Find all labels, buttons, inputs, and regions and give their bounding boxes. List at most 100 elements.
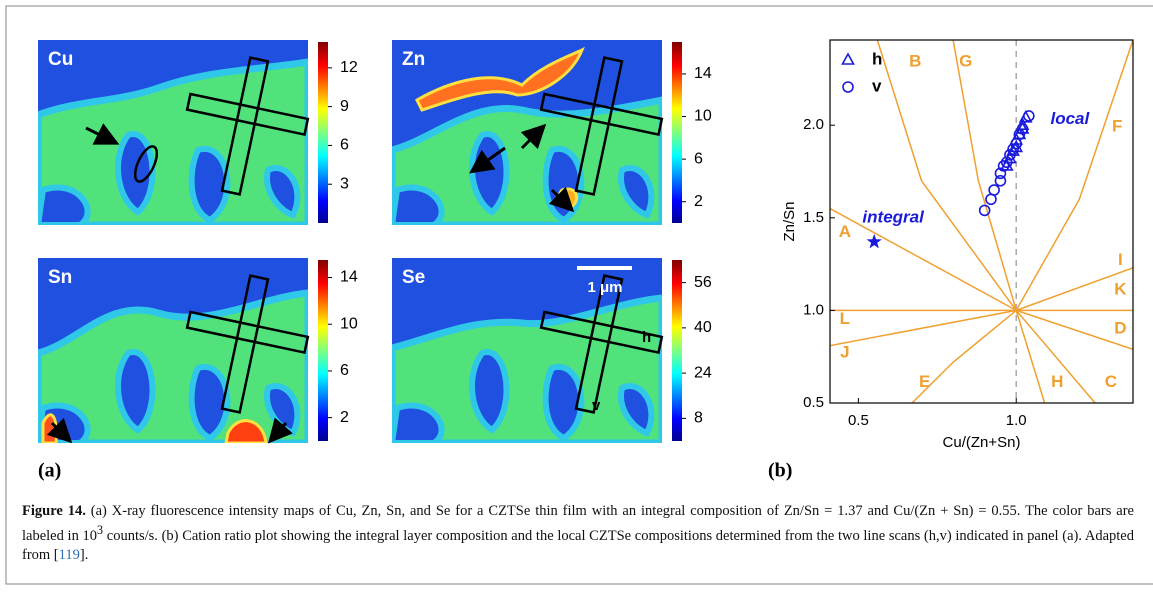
colorbar-tick-label: 2: [694, 193, 703, 210]
map-element-label: Se: [402, 267, 425, 288]
region-label: J: [840, 342, 849, 361]
caption-text: (a) X-ray fluorescence intensity maps of…: [22, 503, 1134, 544]
map-element-label: Sn: [48, 267, 72, 288]
boundary-line: [1015, 267, 1133, 312]
panel-label: (a): [38, 460, 61, 482]
boundary-line: [1015, 309, 1096, 403]
colorbar-tick-label: 12: [340, 59, 358, 76]
legend-label: v: [872, 76, 882, 95]
region-label: I: [1118, 250, 1123, 269]
scale-bar-label: 1 μm: [587, 279, 622, 296]
colorbar-tick-label: 6: [340, 362, 349, 379]
xrf-map: Zn: [392, 40, 664, 225]
marker-ellipse: [133, 145, 159, 183]
colorbar: [672, 42, 682, 223]
region-label: B: [909, 52, 921, 71]
arrow: [268, 417, 293, 444]
map-region: [264, 165, 301, 219]
data-point: [997, 160, 1010, 172]
scan-line: [539, 92, 664, 137]
map-region: [114, 349, 156, 434]
colorbar-tick-label: 3: [340, 175, 349, 192]
reference-link[interactable]: 119: [58, 546, 80, 563]
data-point: [988, 184, 1000, 196]
x-axis-label: Cu/(Zn+Sn): [943, 434, 1021, 451]
x-tick-label: 0.5: [848, 412, 869, 429]
scan-label: h: [642, 329, 651, 346]
integral-point: [866, 233, 882, 249]
colorbar-tick-label: 10: [694, 108, 712, 125]
colorbar-tick-label: 6: [694, 150, 703, 167]
colorbar-tick-label: 14: [340, 269, 358, 286]
colorbar: [318, 42, 328, 223]
data-point: [1015, 121, 1030, 134]
scan-cross: [539, 274, 664, 414]
boundary-line: [830, 309, 1017, 347]
colorbar-tick-label: 56: [694, 274, 712, 291]
y-tick-label: 1.0: [803, 301, 824, 318]
data-point: [1004, 149, 1016, 161]
data-point: [1009, 139, 1024, 153]
region-label: E: [919, 372, 930, 391]
arrow: [85, 123, 120, 145]
annotation: integral: [862, 207, 925, 226]
map-hotspot: [224, 419, 268, 443]
scan-cross: [185, 274, 310, 414]
colorbar-tick-label: 14: [694, 65, 712, 82]
region-label: A: [839, 222, 851, 241]
y-tick-label: 1.5: [803, 209, 824, 226]
scan-line: [574, 56, 624, 196]
map-image: [392, 40, 662, 225]
map-region: [188, 363, 231, 442]
data-point: [1018, 110, 1033, 123]
scan-line: [220, 56, 270, 196]
colorbar-tick-label: 40: [694, 319, 712, 336]
xrf-map: Cu: [38, 40, 310, 225]
colorbar: [672, 260, 682, 441]
map-region: [618, 383, 655, 437]
legend-marker: [842, 81, 854, 93]
colorbar-tick-label: 9: [340, 98, 349, 115]
plot-frame: [829, 39, 1134, 404]
scan-line: [574, 274, 624, 414]
data-point: [1013, 128, 1026, 141]
boundary-line: [876, 40, 1017, 311]
xrf-map: Se 1 μm h v: [392, 258, 664, 443]
region-label: G: [959, 52, 972, 71]
data-point: [994, 174, 1007, 187]
region-label: K: [1114, 280, 1127, 299]
arrow: [520, 123, 547, 150]
caption-label: Figure 14.: [22, 503, 86, 519]
colorbar-tick-label: 2: [340, 409, 349, 426]
y-axis-label: Zn/Sn: [781, 201, 798, 241]
annotation: local: [1051, 109, 1091, 128]
scan-line: [539, 310, 664, 355]
colorbar: [318, 260, 328, 441]
region-label: H: [1051, 372, 1063, 391]
legend-marker: [841, 52, 855, 65]
figure-frame: [5, 5, 1153, 585]
caption-text: ].: [79, 546, 89, 563]
map-image: [38, 40, 308, 225]
plot-area: [830, 40, 1133, 403]
legend-label: h: [872, 49, 882, 68]
map-element-label: Zn: [402, 49, 425, 70]
x-tick-label: 1.0: [1006, 412, 1027, 429]
caption-text: counts/s. (b) Cation ratio plot showing …: [22, 527, 1134, 563]
data-point: [1016, 123, 1029, 135]
boundary-line: [952, 40, 1017, 311]
map-hotspot: [415, 46, 585, 112]
map-region: [468, 131, 510, 216]
arrow: [548, 186, 575, 213]
data-point: [1007, 143, 1019, 156]
map-region: [468, 349, 510, 434]
boundary-line: [911, 309, 1017, 403]
region-label: L: [840, 309, 850, 328]
data-point: [994, 167, 1007, 180]
scan-line: [185, 310, 310, 355]
colorbar-tick-label: 10: [340, 315, 358, 332]
map-region: [542, 145, 585, 224]
region-label: F: [1112, 117, 1122, 136]
scan-label: v: [592, 397, 601, 414]
